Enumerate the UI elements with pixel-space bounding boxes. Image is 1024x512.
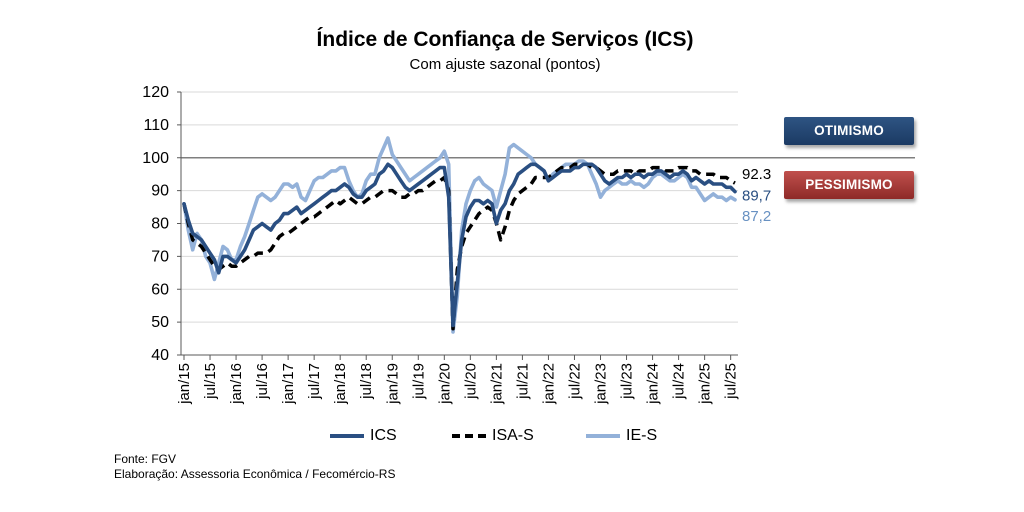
y-tick-label: 100 — [142, 150, 169, 167]
end-label-isa-s: 92.3 — [742, 166, 771, 183]
x-tick-label: jul/24 — [671, 363, 688, 400]
x-tick-label: jan/20 — [436, 363, 453, 405]
chart-title: Índice de Confiança de Serviços (ICS) — [316, 28, 694, 51]
series-line-ics — [182, 162, 737, 328]
x-tick-label: jul/25 — [723, 363, 740, 400]
legend-swatch-isa-s — [452, 434, 486, 438]
y-tick-label: 70 — [151, 248, 169, 265]
x-tick-label: jan/25 — [697, 363, 714, 405]
y-tick-label: 120 — [142, 84, 169, 101]
y-tick-label: 60 — [151, 281, 169, 298]
x-tick-label: jul/17 — [306, 363, 323, 400]
author-note: Elaboração: Assessoria Econômica / Fecom… — [114, 467, 396, 481]
legend-label-ie-s: IE-S — [626, 427, 658, 444]
legend-label-isa-s: ISA-S — [492, 427, 534, 444]
gridlines — [181, 91, 915, 356]
chart-subtitle: Com ajuste sazonal (pontos) — [409, 56, 601, 73]
legend-swatch-ics — [330, 434, 364, 438]
legend-swatch-ie-s — [586, 434, 620, 438]
x-tick-label: jul/20 — [462, 363, 479, 400]
x-tick-label: jan/15 — [176, 363, 193, 405]
x-tick-label: jul/18 — [358, 363, 375, 400]
x-tick-label: jan/18 — [332, 363, 349, 405]
pessimism-badge: PESSIMISMO — [784, 171, 914, 199]
x-tick-label: jan/19 — [384, 363, 401, 405]
end-labels: 89,7 92.3 87,2 — [742, 166, 771, 225]
y-tick-label: 50 — [151, 314, 169, 331]
x-tick-label: jan/21 — [488, 363, 505, 405]
y-tick-label: 80 — [151, 216, 169, 233]
source-note: Fonte: FGV — [114, 452, 177, 466]
x-tick-label: jul/23 — [619, 363, 636, 400]
x-tick-label: jul/15 — [202, 363, 219, 400]
axes: 40 50 60 70 80 90 100 110 120 jan/15 jul/15 jan/16 j… — [142, 84, 739, 405]
series-lines — [182, 136, 737, 334]
x-tick-label: jul/22 — [566, 363, 583, 400]
y-tick-label: 90 — [151, 183, 169, 200]
end-label-ie-s: 87,2 — [742, 208, 771, 225]
x-tick-label: jan/17 — [280, 363, 297, 405]
legend-label-ics: ICS — [370, 427, 397, 444]
x-tick-label: jul/21 — [514, 363, 531, 400]
y-tick-label: 110 — [143, 117, 169, 134]
x-tick-label: jan/23 — [593, 363, 610, 405]
end-label-ics: 89,7 — [742, 188, 771, 205]
x-tick-label: jul/19 — [410, 363, 427, 400]
x-tick-label: jan/24 — [645, 363, 662, 405]
x-tick-label: jan/16 — [228, 363, 245, 405]
x-tick-label: jan/22 — [540, 363, 557, 405]
y-tick-label: 40 — [151, 347, 169, 364]
optimism-badge: OTIMISMO — [784, 117, 914, 145]
x-tick-label: jul/16 — [254, 363, 271, 400]
